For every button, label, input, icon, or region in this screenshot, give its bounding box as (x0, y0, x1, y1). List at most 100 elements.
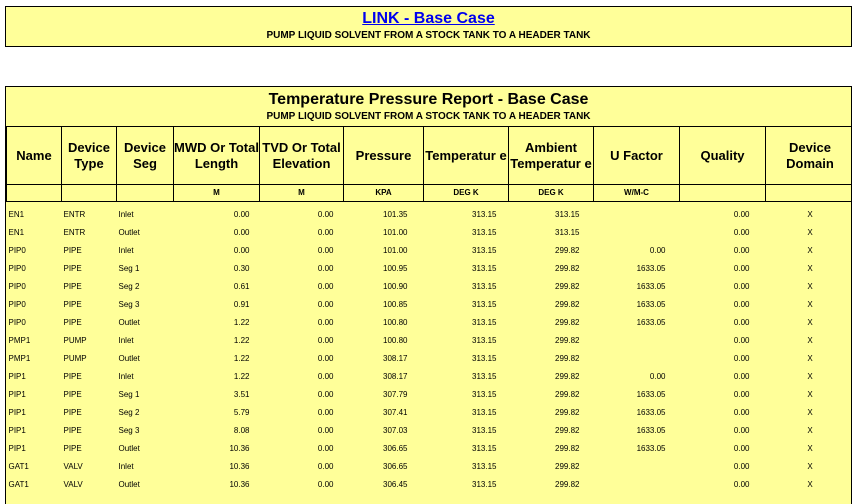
column-header-device-domain: Device Domain (765, 126, 851, 185)
banner: LINK - Base Case PUMP LIQUID SOLVENT FRO… (5, 6, 852, 47)
cell-name: GAT1 (8, 462, 29, 471)
cell-quality: 0.00 (733, 372, 750, 381)
cell-pressure: 307.79 (383, 390, 408, 399)
cell-device-seg: Seg 3 (118, 426, 140, 435)
cell-device-seg: Inlet (118, 210, 134, 219)
cell-mwd-length: 1.22 (233, 336, 250, 345)
cell-device-domain: X (807, 390, 813, 399)
cell-device-domain: X (807, 354, 813, 363)
cell-quality: 0.00 (733, 210, 750, 219)
cell-quality: 0.00 (733, 462, 750, 471)
cell-quality: 0.00 (733, 408, 750, 417)
cell-pressure: 306.65 (383, 462, 408, 471)
cell-pressure: 307.03 (383, 426, 408, 435)
banner-subtitle: PUMP LIQUID SOLVENT FROM A STOCK TANK TO… (266, 30, 591, 41)
cell-pressure: 100.95 (383, 264, 408, 273)
unit-device-domain (765, 184, 851, 202)
table-row: GAT1 VALV Inlet 10.36 0.00 306.65 313.15 299.82… (7, 458, 852, 476)
cell-mwd-length: 3.51 (233, 390, 250, 399)
cell-temperature: 313.15 (472, 246, 497, 255)
cell-tvd-elevation: 0.00 (317, 426, 334, 435)
cell-quality: 0.00 (733, 282, 750, 291)
cell-ambient-temperature: 299.82 (555, 264, 580, 273)
cell-tvd-elevation: 0.00 (317, 336, 334, 345)
cell-quality: 0.00 (733, 228, 750, 237)
report-subtitle: PUMP LIQUID SOLVENT FROM A STOCK TANK TO… (266, 111, 591, 122)
cell-temperature: 313.15 (472, 426, 497, 435)
case-link[interactable]: LINK - Base Case (362, 10, 495, 27)
cell-quality: 0.00 (733, 390, 750, 399)
cell-quality: 0.00 (733, 426, 750, 435)
column-header-quality: Quality (679, 126, 766, 185)
table-row: EN1 ENTR Outlet 0.00 0.00 101.00 313.15 313.15 0… (7, 224, 852, 242)
cell-device-seg: Seg 2 (118, 282, 140, 291)
cell-u-factor (594, 224, 680, 242)
cell-name: PIP1 (8, 426, 26, 435)
cell-device-seg: Outlet (118, 318, 140, 327)
cell-u-factor: 1633.05 (636, 390, 666, 399)
cell-ambient-temperature: 299.82 (555, 282, 580, 291)
cell-device-type: PUMP (63, 336, 87, 345)
cell-name: PMP1 (8, 336, 31, 345)
cell-temperature: 313.15 (472, 264, 497, 273)
cell-u-factor (594, 350, 680, 368)
table-row: PMP1 PUMP Outlet 1.22 0.00 308.17 313.15 299.82… (7, 350, 852, 368)
report-table: Name Device Type Device Seg MWD Or Total Le… (6, 126, 852, 495)
cell-mwd-length: 1.22 (233, 318, 250, 327)
cell-u-factor (594, 332, 680, 350)
cell-quality: 0.00 (733, 264, 750, 273)
cell-tvd-elevation: 0.00 (317, 264, 334, 273)
table-row: PIP0 PIPE Outlet 1.22 0.00 100.80 313.15 299.82… (7, 314, 852, 332)
cell-pressure: 100.80 (383, 336, 408, 345)
cell-mwd-length: 5.79 (233, 408, 250, 417)
cell-ambient-temperature: 299.82 (555, 444, 580, 453)
column-header-ambient-temperature: Ambient Temperatur e (508, 126, 594, 185)
cell-tvd-elevation: 0.00 (317, 246, 334, 255)
cell-device-domain: X (807, 300, 813, 309)
cell-temperature: 313.15 (472, 228, 497, 237)
cell-u-factor: 1633.05 (636, 300, 666, 309)
table-body: EN1 ENTR Inlet 0.00 0.00 101.35 313.15 313.15 0.… (7, 202, 852, 495)
cell-name: PIP0 (8, 282, 26, 291)
cell-mwd-length: 0.61 (233, 282, 250, 291)
cell-ambient-temperature: 299.82 (555, 480, 580, 489)
cell-mwd-length: 10.36 (229, 444, 250, 453)
cell-mwd-length: 10.36 (229, 480, 250, 489)
cell-device-type: ENTR (63, 228, 86, 237)
cell-name: EN1 (8, 228, 25, 237)
cell-temperature: 313.15 (472, 480, 497, 489)
cell-device-seg: Inlet (118, 462, 134, 471)
cell-u-factor: 1633.05 (636, 444, 666, 453)
cell-device-seg: Inlet (118, 372, 134, 381)
cell-device-type: PIPE (63, 372, 82, 381)
cell-name: PIP0 (8, 246, 26, 255)
unit-ambient-temperature: DEG K (508, 184, 594, 202)
cell-tvd-elevation: 0.00 (317, 462, 334, 471)
cell-mwd-length: 10.36 (229, 462, 250, 471)
cell-device-domain: X (807, 246, 813, 255)
table-row: PIP0 PIPE Seg 2 0.61 0.00 100.90 313.15 299.82 1… (7, 278, 852, 296)
cell-tvd-elevation: 0.00 (317, 444, 334, 453)
cell-u-factor (594, 206, 680, 224)
cell-ambient-temperature: 299.82 (555, 354, 580, 363)
cell-mwd-length: 0.91 (233, 300, 250, 309)
cell-temperature: 313.15 (472, 210, 497, 219)
column-header-device-seg: Device Seg (116, 126, 174, 185)
cell-quality: 0.00 (733, 336, 750, 345)
cell-mwd-length: 1.22 (233, 372, 250, 381)
unit-temperature: DEG K (423, 184, 509, 202)
cell-u-factor (594, 458, 680, 476)
cell-device-seg: Seg 2 (118, 408, 140, 417)
cell-device-domain: X (807, 480, 813, 489)
cell-device-seg: Outlet (118, 480, 140, 489)
unit-device-type (61, 184, 117, 202)
column-header-u-factor: U Factor (593, 126, 680, 185)
cell-tvd-elevation: 0.00 (317, 210, 334, 219)
cell-device-type: VALV (63, 480, 83, 489)
cell-u-factor: 1633.05 (636, 264, 666, 273)
cell-tvd-elevation: 0.00 (317, 480, 334, 489)
cell-device-type: PIPE (63, 300, 82, 309)
cell-device-seg: Seg 1 (118, 264, 140, 273)
cell-name: GAT1 (8, 480, 29, 489)
header-row: Name Device Type Device Seg MWD Or Total Le… (6, 126, 851, 185)
